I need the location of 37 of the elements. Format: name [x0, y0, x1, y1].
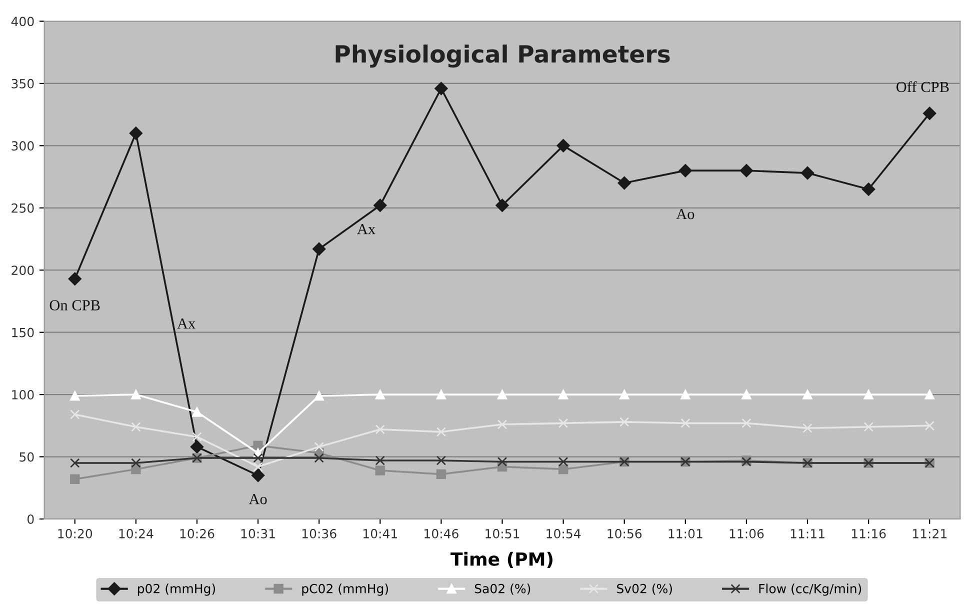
x-tick-label: 10:31: [241, 528, 275, 538]
y-tick-label: 400: [11, 16, 34, 26]
y-tick-label: 0: [27, 514, 34, 524]
annotation: Off CPB: [896, 81, 949, 92]
legend-label: Flow (cc/Kg/min): [759, 584, 862, 596]
annotation: Ao: [248, 494, 267, 504]
text: Physiological Parameters: [336, 44, 670, 68]
x-axis-title: Time (PM): [450, 552, 552, 568]
legend-label: pC02 (mmHg): [302, 584, 388, 596]
y-tick-label: 150: [12, 328, 34, 338]
annotation: On CPB: [50, 300, 100, 310]
x-tick-label: 11:16: [852, 528, 886, 538]
y-tick-label: 350: [12, 78, 34, 88]
x-tick-label: 10:54: [546, 528, 581, 538]
annotation: Ao: [676, 208, 694, 220]
x-tick-label: 10:41: [364, 528, 397, 538]
annotation: Ax: [357, 224, 376, 234]
x-tick-label: 10:20: [58, 528, 92, 538]
x-tick-label: 11:01: [668, 528, 702, 538]
x-tick-label: 10:56: [608, 528, 642, 538]
y-tick-label: 250: [12, 203, 34, 213]
x-tick-label: 10:46: [424, 528, 458, 538]
annotation: Ax: [177, 318, 196, 329]
x-tick-label: 10:26: [180, 528, 214, 538]
x-tick-label: 10:51: [486, 528, 520, 538]
y-tick-label: 300: [12, 141, 34, 151]
legend-label: Sv02 (%): [617, 584, 672, 595]
y-tick-label: 50: [20, 452, 34, 462]
x-tick-label: 11:06: [730, 528, 764, 538]
legend-label: p02 (mmHg): [138, 584, 216, 596]
x-tick-label: 11:11: [790, 529, 824, 538]
x-tick-label: 11:21: [912, 528, 946, 538]
x-tick-label: 10:36: [302, 528, 336, 538]
y-tick-label: 100: [12, 390, 34, 400]
x-tick-label: 10:24: [119, 528, 154, 538]
legend-label: Sa02 (%): [474, 584, 530, 595]
y-tick-label: 200: [12, 266, 34, 276]
